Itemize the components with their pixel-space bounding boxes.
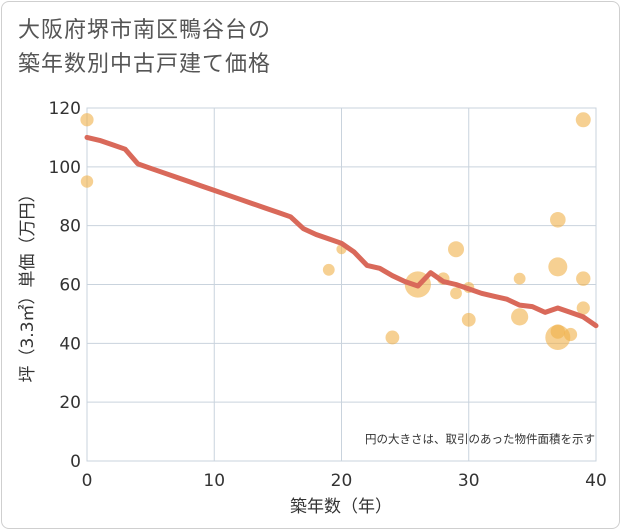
bubble-point (461, 312, 476, 327)
bubble-point (448, 241, 465, 258)
y-tick-label: 40 (59, 334, 81, 354)
x-tick-label: 10 (203, 471, 225, 491)
chart-title-line-2: 築年数別中古戸建て価格 (18, 52, 272, 77)
bubble-point (575, 112, 591, 128)
bubble-point (322, 263, 335, 276)
bubble-point (576, 271, 591, 286)
y-tick-label: 60 (59, 276, 81, 296)
x-tick-labels: 0 10 20 30 40 (82, 471, 607, 491)
bubble-point (550, 324, 566, 339)
bubble-point (511, 308, 529, 326)
y-tick-label: 120 (49, 99, 81, 119)
chart-title: 大阪府堺市南区鴨谷台の 築年数別中古戸建て価格 (18, 14, 271, 82)
y-tick-label: 0 (70, 452, 81, 472)
bubble-point (550, 211, 566, 228)
bubble-point (80, 175, 94, 188)
x-tick-label: 0 (82, 471, 93, 491)
x-tick-label: 20 (331, 471, 353, 491)
bubble-point (576, 301, 590, 315)
y-tick-labels: 0 20 40 60 80 100 120 (49, 99, 81, 472)
bubble-point (513, 272, 526, 285)
bubble-series (80, 112, 591, 350)
x-tick-label: 40 (585, 471, 607, 491)
y-tick-label: 20 (59, 393, 81, 413)
y-tick-label: 80 (59, 217, 81, 237)
bubble-point (563, 327, 578, 342)
bubble-point (80, 113, 94, 127)
y-tick-label: 100 (49, 158, 81, 178)
x-axis-label: 築年数（年） (290, 497, 392, 517)
bubble-point (450, 287, 462, 300)
y-gridlines (87, 166, 596, 403)
y-axis-label: 坪（3.3㎡）単価（万円） (18, 185, 38, 382)
bubble-point (385, 330, 400, 345)
chart-title-line-1: 大阪府堺市南区鴨谷台の (18, 18, 272, 43)
x-tick-label: 30 (458, 471, 480, 491)
bubble-size-note: 円の大きさは、取引のあった物件面積を示す (365, 432, 595, 446)
bubble-point (548, 257, 568, 277)
price-trend-line (84, 134, 599, 329)
